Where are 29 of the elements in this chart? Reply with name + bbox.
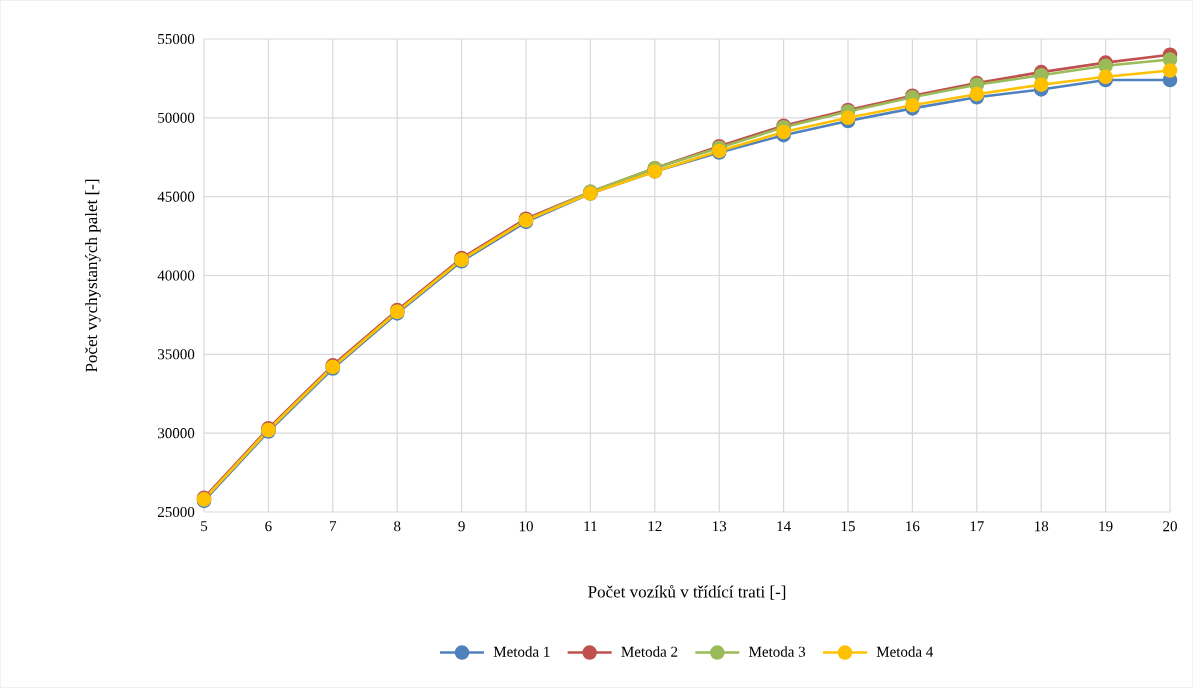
x-tick-label: 19 xyxy=(1099,521,1113,532)
y-tick-label: 35000 xyxy=(158,349,195,360)
x-tick-label: 12 xyxy=(648,521,662,532)
x-tick-label: 20 xyxy=(1163,521,1177,532)
x-tick-label: 11 xyxy=(584,521,597,532)
x-tick-label: 8 xyxy=(394,521,401,532)
y-tick-label: 45000 xyxy=(157,191,195,202)
legend-label: Metoda 2 xyxy=(621,646,678,657)
x-axis-title: Počet vozíků v třídící trati [-] xyxy=(588,585,786,600)
x-tick-label: 15 xyxy=(841,521,855,532)
x-tick-label: 17 xyxy=(970,521,984,532)
y-axis-title: Počet vychystaných palet [-] xyxy=(85,179,101,373)
x-tick-label: 10 xyxy=(519,521,533,532)
x-tick-label: 18 xyxy=(1035,521,1049,532)
x-tick-label: 6 xyxy=(265,521,272,532)
x-tick-label: 9 xyxy=(458,521,465,532)
y-tick-label: 40000 xyxy=(157,270,195,281)
x-tick-label: 13 xyxy=(713,521,727,532)
y-tick-label: 30000 xyxy=(158,428,195,439)
x-tick-label: 16 xyxy=(906,521,920,532)
legend-label: Metoda 1 xyxy=(493,646,550,657)
legend-label: Metoda 3 xyxy=(749,646,806,657)
y-tick-label: 50000 xyxy=(158,112,195,123)
y-tick-label: 25000 xyxy=(157,506,195,518)
x-tick-label: 5 xyxy=(201,521,208,532)
legend-label: Metoda 4 xyxy=(876,646,934,657)
x-tick-label: 7 xyxy=(330,521,337,532)
x-tick-label: 14 xyxy=(777,521,791,532)
y-tick-label: 55000 xyxy=(158,33,195,45)
